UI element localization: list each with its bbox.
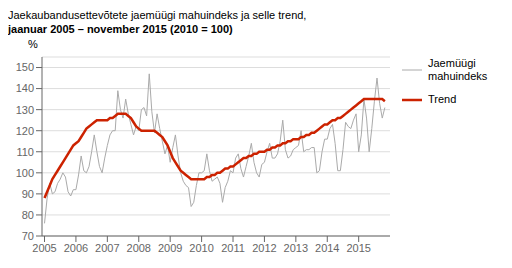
html-text:Trend: Trend bbox=[428, 93, 457, 105]
svg-text:120: 120 bbox=[16, 125, 34, 137]
svg-text:2009: 2009 bbox=[158, 242, 182, 254]
svg-text:2011: 2011 bbox=[221, 242, 245, 254]
svg-text:2006: 2006 bbox=[64, 242, 88, 254]
svg-text:80: 80 bbox=[22, 209, 34, 221]
svg-text:2007: 2007 bbox=[95, 242, 119, 254]
svg-text:90: 90 bbox=[22, 188, 34, 200]
html-text:Jaemüügi: Jaemüügi bbox=[428, 57, 476, 69]
svg-text:2013: 2013 bbox=[284, 242, 308, 254]
html-text:Jaekaubandusettevõtete jaemüüg: Jaekaubandusettevõtete jaemüügi mahuinde… bbox=[8, 9, 307, 21]
svg-text:2012: 2012 bbox=[252, 242, 276, 254]
svg-text:2005: 2005 bbox=[32, 242, 56, 254]
svg-text:2008: 2008 bbox=[127, 242, 151, 254]
svg-text:130: 130 bbox=[16, 104, 34, 116]
html-text:mahuindeks: mahuindeks bbox=[428, 70, 488, 82]
svg-text:2015: 2015 bbox=[346, 242, 370, 254]
svg-text:2010: 2010 bbox=[189, 242, 213, 254]
svg-text:2014: 2014 bbox=[315, 242, 339, 254]
svg-text:70: 70 bbox=[22, 230, 34, 242]
svg-text:150: 150 bbox=[16, 61, 34, 73]
html-text:jaanuar 2005 – november 2015 (: jaanuar 2005 – november 2015 (2010 = 100… bbox=[8, 23, 233, 35]
svg-text:100: 100 bbox=[16, 167, 34, 179]
svg-text:110: 110 bbox=[16, 146, 34, 158]
svg-text:140: 140 bbox=[16, 82, 34, 94]
